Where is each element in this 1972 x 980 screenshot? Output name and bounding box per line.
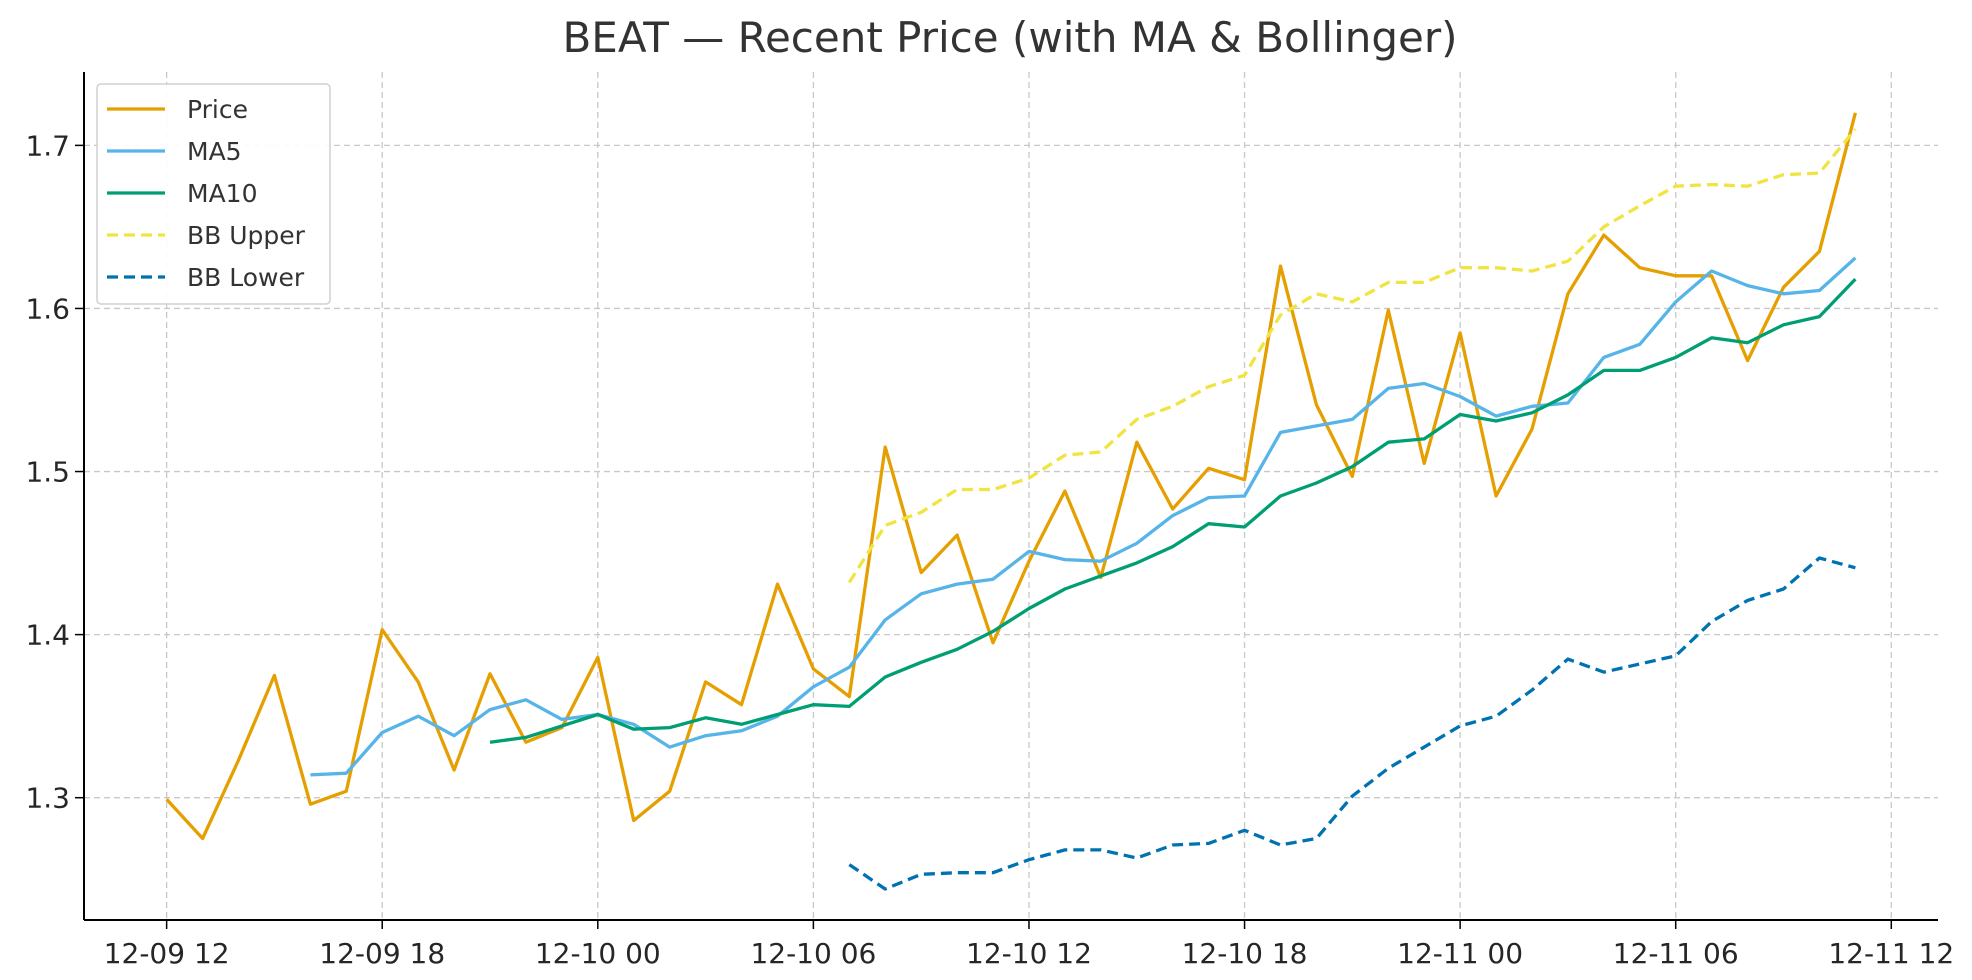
chart-title: BEAT — Recent Price (with MA & Bollinger… <box>562 13 1457 62</box>
legend-label-price: Price <box>187 95 248 124</box>
legend-label-ma5: MA5 <box>187 137 242 166</box>
legend-box <box>96 83 331 305</box>
x-tick-label: 12-10 18 <box>1182 937 1308 970</box>
series-line-ma10 <box>489 277 1857 744</box>
series-line-price <box>165 112 1857 841</box>
x-tick-label: 12-10 06 <box>750 937 876 970</box>
series-layer <box>165 112 1857 891</box>
y-tick-label: 1.5 <box>25 456 70 489</box>
ticks: 12-09 12 12-09 18 12-10 00 12-10 06 12-10 12… <box>25 129 1954 970</box>
x-tick-label: 12-10 00 <box>535 937 661 970</box>
y-tick-label: 1.4 <box>25 619 70 652</box>
y-tick-label: 1.7 <box>25 129 70 162</box>
legend-label-bb-lower: BB Lower <box>187 263 305 292</box>
series-line-ma5 <box>310 256 1857 777</box>
x-tick-label: 12-09 18 <box>319 937 445 970</box>
x-tick-label: 12-09 12 <box>104 937 230 970</box>
series-line-bb-upper <box>847 128 1857 584</box>
x-tick-label: 12-11 12 <box>1828 937 1954 970</box>
axes <box>83 72 1938 921</box>
y-tick-label: 1.6 <box>25 292 70 325</box>
legend-label-bb-upper: BB Upper <box>187 221 306 250</box>
grid <box>84 72 1938 920</box>
x-tick-label: 12-10 12 <box>966 937 1092 970</box>
x-tick-label: 12-11 06 <box>1613 937 1739 970</box>
x-tick-label: 12-11 00 <box>1397 937 1523 970</box>
y-tick-label: 1.3 <box>25 782 70 815</box>
legend: Price MA5 MA10 BB Upper BB Lower <box>96 83 331 305</box>
legend-label-ma10: MA10 <box>187 179 257 208</box>
series-line-bb-lower <box>848 556 1856 891</box>
